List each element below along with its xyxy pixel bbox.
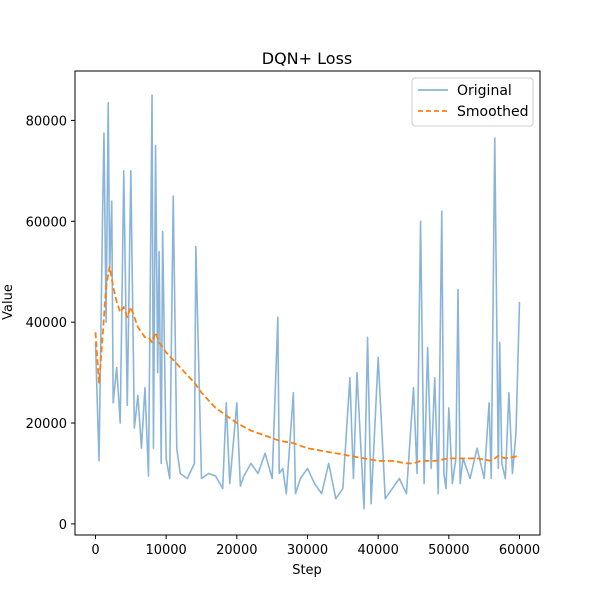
y-tick-label: 20000 xyxy=(26,417,67,432)
legend-label-smoothed: Smoothed xyxy=(457,104,529,120)
chart-title: DQN+ Loss xyxy=(262,49,352,68)
y-tick-label: 40000 xyxy=(26,316,67,331)
x-tick-label: 40000 xyxy=(357,543,398,558)
y-tick-label: 60000 xyxy=(26,215,67,230)
x-tick-label: 50000 xyxy=(428,543,469,558)
x-tick-label: 30000 xyxy=(287,543,328,558)
legend-label-original: Original xyxy=(457,83,512,99)
x-axis: 0 10000 20000 30000 40000 50000 60000 xyxy=(91,535,540,558)
y-tick-label: 0 xyxy=(59,518,67,533)
y-tick-label: 80000 xyxy=(26,114,67,129)
legend: Original Smoothed xyxy=(411,77,534,127)
x-tick-label: 0 xyxy=(91,543,99,558)
y-axis-title: Value xyxy=(1,284,16,320)
x-tick-label: 10000 xyxy=(145,543,186,558)
x-tick-label: 20000 xyxy=(216,543,257,558)
y-axis: 0 20000 40000 60000 80000 xyxy=(26,114,75,533)
x-axis-title: Step xyxy=(292,563,322,578)
series-layer xyxy=(94,94,521,510)
series-line-smoothed xyxy=(94,265,520,465)
x-tick-label: 60000 xyxy=(499,543,540,558)
